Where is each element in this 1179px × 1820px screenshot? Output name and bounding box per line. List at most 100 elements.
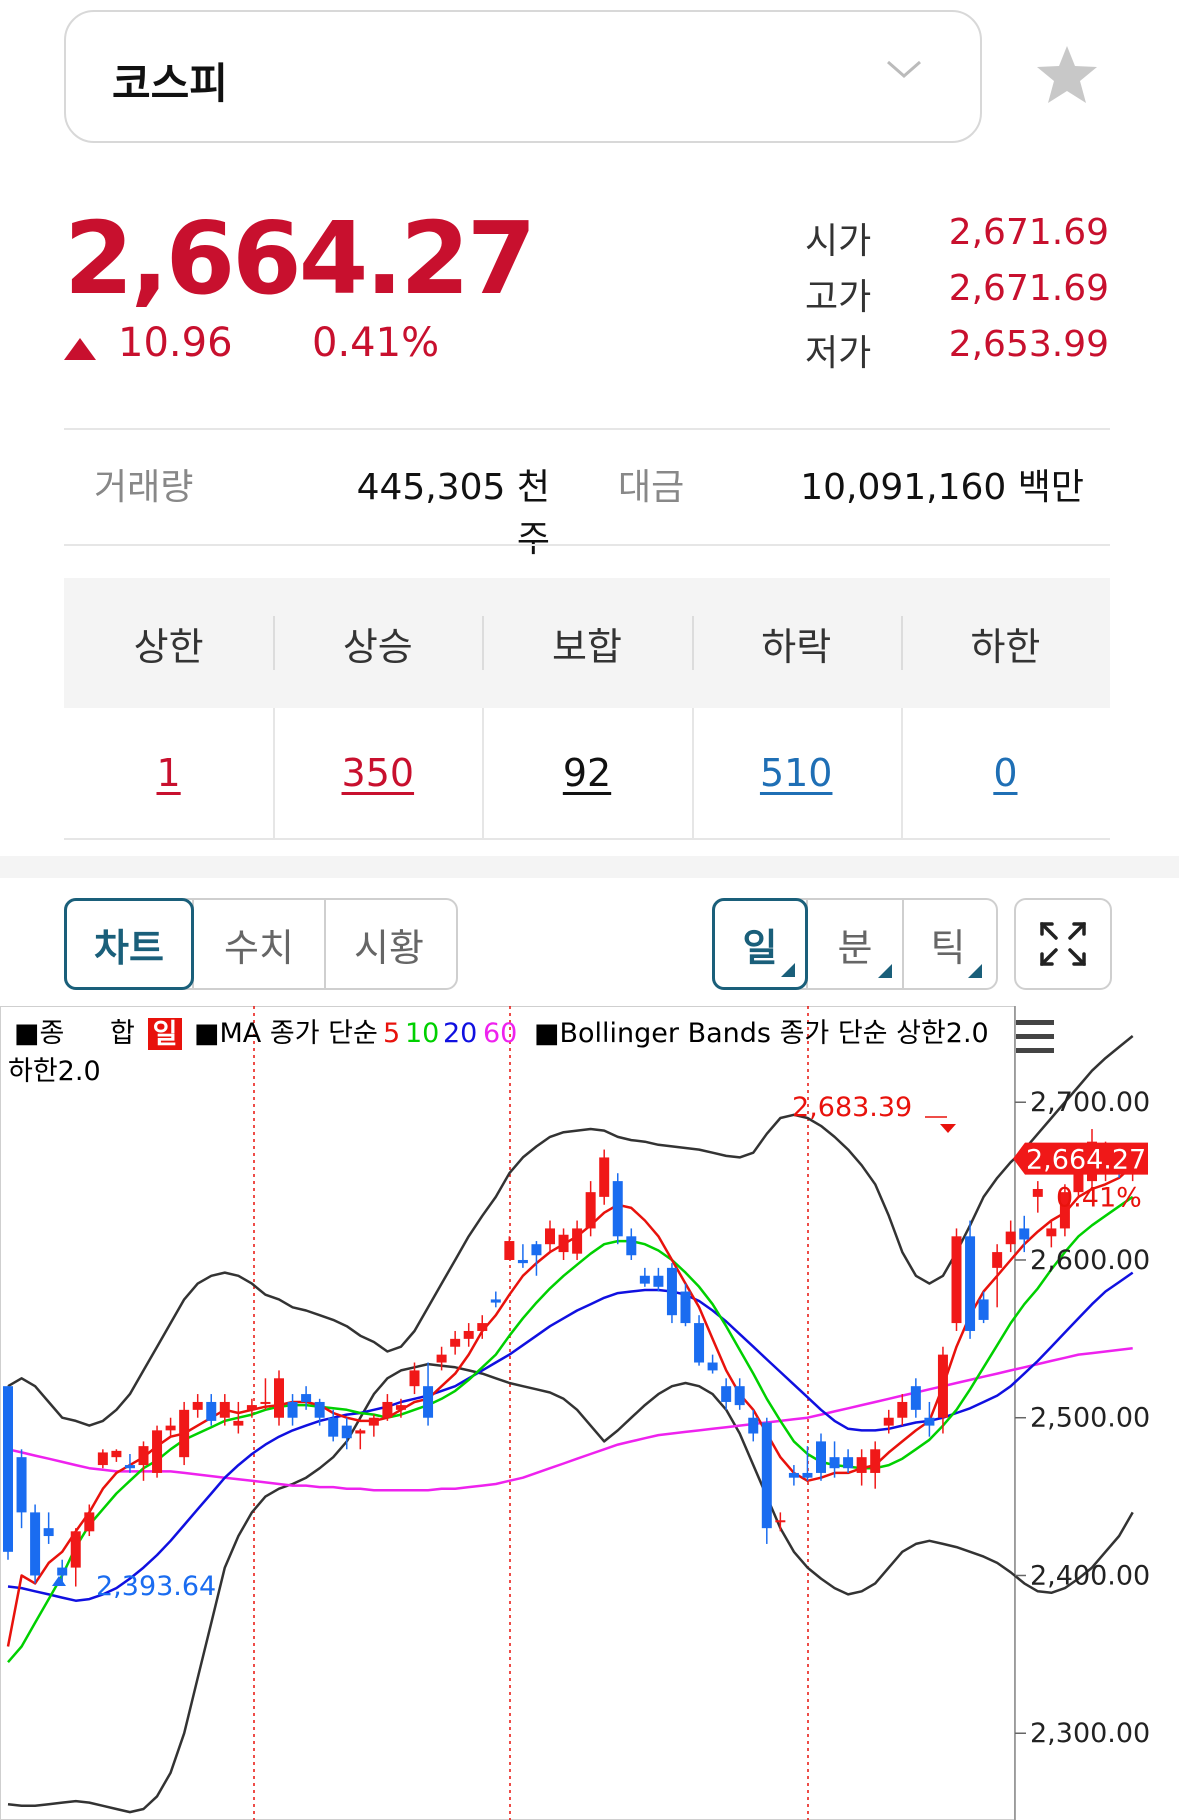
candle xyxy=(436,1346,447,1371)
candle xyxy=(423,1362,434,1426)
candle xyxy=(206,1394,217,1426)
breadth-upper-limit-link[interactable]: 1 xyxy=(156,751,181,795)
candle-body xyxy=(924,1417,935,1426)
candle-body xyxy=(572,1228,583,1254)
tab-period-minute[interactable]: 분 xyxy=(806,900,902,988)
breadth-advance-link[interactable]: 350 xyxy=(341,751,415,795)
tab-chart[interactable]: 차트 xyxy=(64,898,194,990)
candle xyxy=(3,1386,13,1560)
candle-body xyxy=(707,1362,718,1371)
candle-body xyxy=(978,1299,989,1320)
volume-label: 거래량 xyxy=(94,467,194,508)
tab-period-daily[interactable]: 일 xyxy=(712,898,808,990)
candle-body xyxy=(70,1531,81,1568)
fullscreen-button[interactable] xyxy=(1014,898,1112,990)
candle-body xyxy=(639,1275,650,1284)
candle xyxy=(897,1394,908,1426)
candle-body xyxy=(287,1401,298,1418)
menu-icon[interactable] xyxy=(1016,1020,1054,1053)
tab-values[interactable]: 수치 xyxy=(192,900,324,988)
candle xyxy=(287,1394,298,1426)
candle xyxy=(111,1449,122,1462)
candle xyxy=(707,1354,718,1374)
breadth-header-advance: 상승 xyxy=(273,578,482,708)
candle xyxy=(16,1449,27,1529)
candle xyxy=(585,1181,596,1237)
corner-triangle-icon xyxy=(878,964,892,978)
candle xyxy=(965,1220,976,1339)
candle-body xyxy=(97,1452,108,1466)
candle xyxy=(788,1465,799,1486)
candle xyxy=(355,1428,366,1450)
view-tabs: 차트 수치 시황 xyxy=(64,898,458,990)
candle xyxy=(57,1559,68,1584)
candle-body xyxy=(206,1401,217,1421)
change-percent: 0.41% xyxy=(312,320,440,366)
amount-label: 대금 xyxy=(618,467,685,508)
breadth-header-upper-limit: 상한 xyxy=(133,624,204,669)
max-arrow-icon xyxy=(940,1124,956,1133)
high-value: 2,671.69 xyxy=(948,268,1109,309)
tab-market-news[interactable]: 시황 xyxy=(324,900,452,988)
candle-body xyxy=(423,1386,434,1418)
candle xyxy=(517,1244,528,1268)
candle-body xyxy=(409,1370,420,1387)
period-tabs: 일 분 틱 xyxy=(712,898,998,990)
candle xyxy=(477,1315,488,1339)
candle xyxy=(816,1433,826,1481)
candle-body xyxy=(517,1259,528,1264)
candle xyxy=(84,1504,95,1537)
candle-body xyxy=(531,1244,542,1256)
tab-period-minute-label: 분 xyxy=(837,925,873,970)
star-icon[interactable] xyxy=(1034,44,1100,106)
chevron-down-icon xyxy=(887,60,921,78)
candle xyxy=(992,1244,1003,1308)
candle xyxy=(802,1446,813,1481)
candle xyxy=(219,1394,230,1426)
candle xyxy=(924,1401,935,1437)
candle-body xyxy=(666,1267,677,1316)
candle-body xyxy=(680,1291,691,1324)
low-value: 2,653.99 xyxy=(948,324,1109,365)
index-selector[interactable]: 코스피 xyxy=(64,10,982,143)
candle xyxy=(951,1228,962,1331)
y-tick-label: 2,600.00 xyxy=(1030,1245,1150,1276)
tab-period-daily-label: 일 xyxy=(742,925,778,970)
tab-period-tick[interactable]: 틱 xyxy=(902,900,992,988)
candle xyxy=(829,1441,840,1478)
breadth-lower-limit-link[interactable]: 0 xyxy=(993,751,1018,795)
candlestick-chart[interactable]: 2,700.00 2,600.00 2,500.00 2,400.00 2,300.00… xyxy=(0,1006,1179,1820)
candle-body xyxy=(802,1472,813,1478)
candle-body xyxy=(599,1157,610,1197)
candle xyxy=(450,1330,461,1355)
candle-body xyxy=(816,1441,826,1473)
candle xyxy=(30,1504,41,1584)
candle xyxy=(531,1241,542,1276)
candle xyxy=(301,1386,312,1410)
candle-body xyxy=(965,1236,976,1331)
breadth-unchanged-link[interactable]: 92 xyxy=(562,751,612,795)
candle xyxy=(368,1414,379,1437)
candle xyxy=(721,1378,732,1410)
candle-body xyxy=(734,1386,745,1406)
breadth-decline-link[interactable]: 510 xyxy=(759,751,833,795)
candle-body xyxy=(328,1417,339,1437)
max-price-label: 2,683.39 xyxy=(792,1092,912,1123)
candle-body xyxy=(748,1417,759,1434)
candle-body xyxy=(84,1512,95,1532)
candle-body xyxy=(463,1330,474,1339)
divider xyxy=(64,428,1110,430)
last-price-badge xyxy=(1013,1142,1148,1175)
candle-body xyxy=(585,1192,596,1229)
candle-body xyxy=(897,1401,908,1418)
candle-body xyxy=(138,1446,149,1466)
candle xyxy=(260,1378,271,1410)
period-badge xyxy=(148,1018,182,1050)
candle-body xyxy=(694,1323,705,1363)
index-name: 코스피 xyxy=(112,59,228,108)
candle xyxy=(97,1449,108,1469)
section-divider xyxy=(0,856,1179,878)
candle-body xyxy=(653,1275,664,1287)
candle xyxy=(734,1378,745,1410)
candle xyxy=(409,1362,420,1395)
